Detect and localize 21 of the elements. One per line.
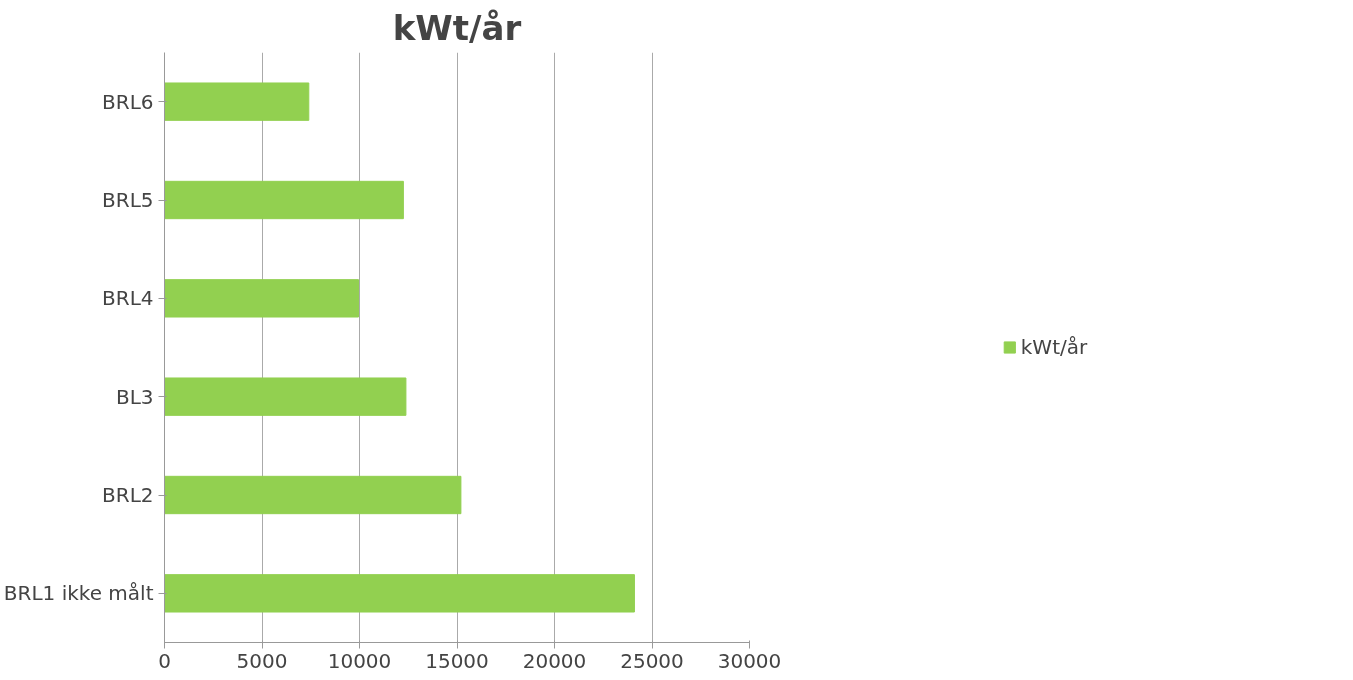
x-tick-label: 0 bbox=[158, 648, 171, 673]
bar bbox=[164, 82, 310, 121]
y-tick-label: BRL6 bbox=[102, 89, 154, 114]
x-tick-label: 20000 bbox=[522, 648, 587, 673]
y-tick-label: BRL4 bbox=[102, 286, 154, 311]
y-tick-label: BRL5 bbox=[102, 188, 154, 212]
y-tick-label: BRL1 ikke målt bbox=[3, 581, 154, 606]
x-tick-label: 30000 bbox=[717, 648, 782, 673]
x-tick-label: 10000 bbox=[327, 648, 392, 673]
bar bbox=[164, 574, 635, 613]
x-tick-label: 15000 bbox=[425, 648, 489, 673]
bar bbox=[164, 180, 404, 220]
y-tick-label: BRL2 bbox=[102, 483, 154, 507]
chart-title: kWt/år bbox=[392, 7, 522, 48]
bar bbox=[164, 377, 407, 416]
legend-label: kWt/år bbox=[1020, 335, 1088, 359]
bar bbox=[164, 279, 360, 318]
x-tick-label: 25000 bbox=[620, 648, 684, 673]
x-tick-label: 5000 bbox=[236, 648, 288, 673]
y-tick-label: BL3 bbox=[115, 384, 154, 409]
bar bbox=[164, 475, 462, 515]
